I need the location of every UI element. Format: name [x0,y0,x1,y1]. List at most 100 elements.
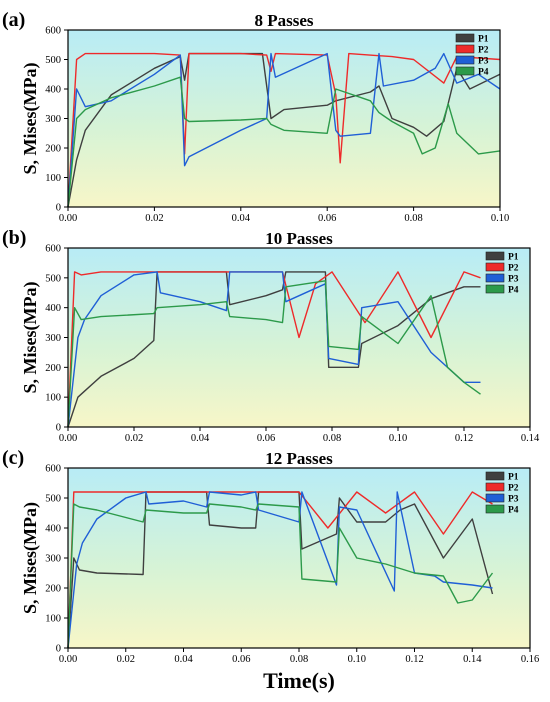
x-axis-label: Time(s) [263,668,335,693]
series-line-p2 [67,52,501,208]
y-tick-label: 600 [45,464,61,475]
legend-label-p4: P4 [478,68,489,78]
x-tick-label: 0.12 [455,433,473,444]
x-tick-label: 0.12 [405,654,423,665]
x-tick-label: 0.02 [125,433,143,444]
axis-layer: 0.00 0.02 0.04 0.06 0.08 0.10 0 100 200 300 400 500… [45,26,509,225]
y-tick-label: 400 [45,524,61,535]
legend-label-p3: P3 [478,57,489,67]
x-tick-label: 0.08 [323,433,341,444]
x-tick-label: 0.00 [59,213,77,224]
legend-label-p1: P1 [508,473,519,483]
y-tick-label: 300 [45,114,61,125]
x-tick-label: 0.04 [232,213,251,224]
x-tick-label: 0.04 [191,433,210,444]
x-tick-label: 0.08 [404,213,422,224]
legend-label-p3: P3 [508,495,519,505]
x-tick-label: 0.02 [145,213,163,224]
y-axis-label: S, Mises(MPa) [20,502,41,614]
series-layer [67,271,481,428]
legend-swatch-p3 [485,273,505,283]
y-tick-label: 200 [45,584,61,595]
legend-swatch-p1 [485,251,505,261]
panel-c: 0.00 0.02 0.04 0.06 0.08 0.10 0.12 0.14 0.16 0 100… [2,447,539,665]
legend-label-p4: P4 [508,286,519,296]
y-tick-label: 100 [45,393,61,404]
series-line-p4 [67,76,501,208]
axis-layer: 0.00 0.02 0.04 0.06 0.08 0.10 0.12 0.14 0 100 200 3… [45,244,540,445]
legend-label-p4: P4 [508,506,519,516]
x-tick-label: 0.16 [521,654,539,665]
y-tick-label: 500 [45,494,61,505]
y-tick-label: 400 [45,303,61,314]
legend-label-p3: P3 [508,275,519,285]
plot-area [68,30,500,207]
y-axis-label: S, Mises(MPa) [20,282,41,394]
x-tick-label: 0.00 [59,433,77,444]
series-line-p2 [67,271,481,428]
series-layer [67,491,494,649]
y-tick-label: 600 [45,244,61,255]
x-tick-label: 0.14 [521,433,540,444]
panel-title: 12 Passes [265,449,333,468]
series-line-p1 [67,271,481,428]
series-line-p1 [67,52,501,208]
legend-label-p2: P2 [508,484,519,494]
y-tick-label: 200 [45,363,61,374]
x-tick-label: 0.06 [257,433,275,444]
legend-swatch-p2 [485,262,505,272]
legend-swatch-p2 [455,44,475,54]
x-tick-label: 0.08 [290,654,308,665]
legend-swatch-p3 [455,55,475,65]
y-tick-label: 400 [45,85,61,96]
series-line-p3 [67,271,481,428]
panel-title: 8 Passes [254,11,313,30]
series-line-p3 [67,52,501,208]
series-line-p4 [67,280,481,428]
legend-swatch-p2 [485,482,505,492]
y-tick-label: 100 [45,614,61,625]
x-tick-label: 0.00 [59,654,77,665]
panel-label: (b) [2,227,26,249]
panel-label: (a) [2,9,25,31]
x-tick-label: 0.14 [463,654,482,665]
y-tick-label: 300 [45,554,61,565]
x-tick-label: 0.06 [232,654,250,665]
x-tick-label: 0.02 [117,654,135,665]
y-axis-label: S, Mises(MPa) [20,63,41,175]
legend-swatch-p4 [485,504,505,514]
x-tick-label: 0.06 [318,213,336,224]
legend-swatch-p1 [485,471,505,481]
series-line-p2 [67,491,493,649]
y-tick-label: 100 [45,173,61,184]
y-tick-label: 0 [56,423,61,434]
y-tick-label: 600 [45,26,61,37]
x-tick-label: 0.10 [389,433,407,444]
y-tick-label: 300 [45,333,61,344]
panel-a: 0.00 0.02 0.04 0.06 0.08 0.10 0 100 200 300 400 500… [2,9,509,224]
series-line-p4 [67,503,494,649]
legend-label-p2: P2 [508,264,519,274]
x-tick-label: 0.04 [174,654,193,665]
axis-layer: 0.00 0.02 0.04 0.06 0.08 0.10 0.12 0.14 0.16 0 100… [45,464,539,666]
panel-b: 0.00 0.02 0.04 0.06 0.08 0.10 0.12 0.14 0 100 200 3… [2,227,540,444]
series-layer [67,52,501,208]
legend-label-p2: P2 [478,46,489,56]
legend-swatch-p1 [455,33,475,43]
legend-label-p1: P1 [478,35,489,45]
legend-label-p1: P1 [508,253,519,263]
x-tick-label: 0.10 [491,213,509,224]
x-tick-label: 0.10 [348,654,366,665]
legend-swatch-p3 [485,493,505,503]
y-tick-label: 200 [45,144,61,155]
panel-label: (c) [2,447,24,469]
y-tick-label: 500 [45,273,61,284]
y-tick-label: 0 [56,203,61,214]
legend-swatch-p4 [485,284,505,294]
legend-swatch-p4 [455,66,475,76]
panel-title: 10 Passes [265,229,333,248]
